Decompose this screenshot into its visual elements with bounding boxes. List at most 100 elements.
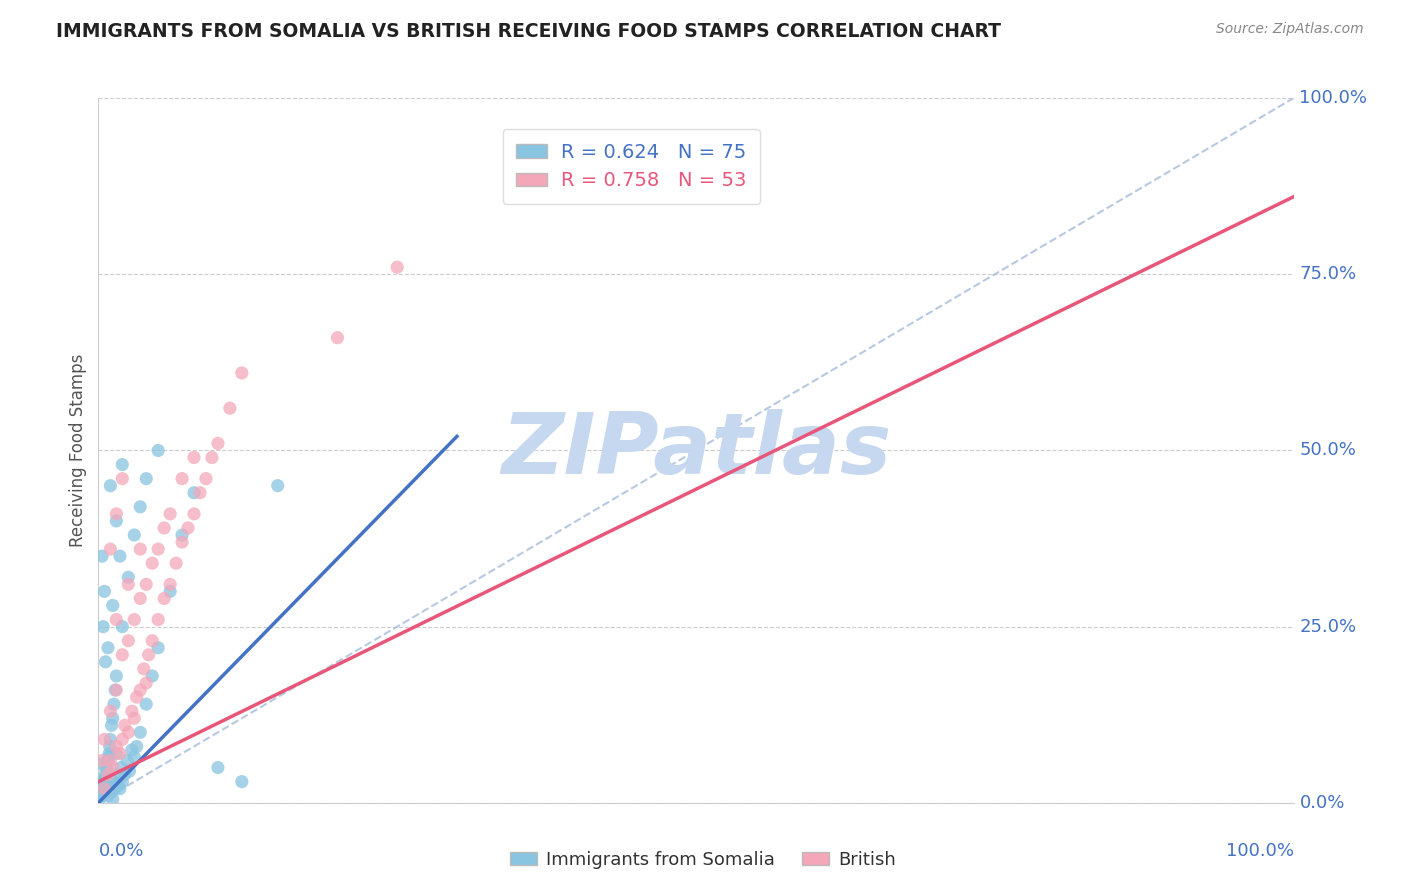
Point bbox=[115, 754, 138, 768]
Point bbox=[141, 669, 163, 683]
Point bbox=[183, 450, 205, 465]
Text: IMMIGRANTS FROM SOMALIA VS BRITISH RECEIVING FOOD STAMPS CORRELATION CHART: IMMIGRANTS FROM SOMALIA VS BRITISH RECEI… bbox=[56, 22, 1001, 41]
Point bbox=[94, 767, 117, 781]
Point bbox=[135, 697, 157, 711]
Point bbox=[111, 472, 134, 486]
Point bbox=[121, 743, 143, 757]
Point bbox=[94, 774, 117, 789]
Point bbox=[90, 785, 112, 799]
Point bbox=[132, 662, 155, 676]
Point bbox=[93, 732, 115, 747]
Point bbox=[121, 704, 143, 718]
Point bbox=[207, 436, 229, 450]
Point bbox=[94, 655, 117, 669]
Point bbox=[93, 781, 115, 796]
Point bbox=[111, 619, 134, 633]
Point bbox=[100, 785, 122, 799]
Point bbox=[93, 778, 115, 792]
Point bbox=[124, 528, 146, 542]
Point bbox=[98, 542, 122, 557]
Point bbox=[114, 767, 136, 781]
Point bbox=[97, 750, 120, 764]
Point bbox=[105, 683, 128, 698]
Point bbox=[105, 507, 128, 521]
Point bbox=[90, 789, 112, 803]
Point bbox=[98, 778, 121, 792]
Point bbox=[172, 535, 194, 549]
Point bbox=[91, 781, 114, 796]
Point bbox=[98, 478, 122, 492]
Point bbox=[96, 771, 118, 785]
Point bbox=[385, 260, 409, 275]
Point bbox=[91, 754, 114, 768]
Point bbox=[114, 718, 136, 732]
Point bbox=[89, 789, 111, 803]
Point bbox=[97, 640, 120, 655]
Point bbox=[103, 774, 125, 789]
Point bbox=[103, 697, 125, 711]
Legend: R = 0.624   N = 75, R = 0.758   N = 53: R = 0.624 N = 75, R = 0.758 N = 53 bbox=[502, 129, 759, 204]
Point bbox=[105, 514, 128, 528]
Point bbox=[98, 767, 122, 781]
Point bbox=[117, 570, 139, 584]
Point bbox=[104, 781, 127, 796]
Point bbox=[153, 591, 176, 606]
Point bbox=[108, 747, 131, 761]
Point bbox=[118, 764, 141, 778]
Point bbox=[159, 577, 181, 591]
Point bbox=[100, 718, 122, 732]
Point bbox=[101, 711, 124, 725]
Point bbox=[98, 739, 121, 754]
Point bbox=[90, 785, 112, 799]
Point bbox=[129, 542, 152, 557]
Point bbox=[177, 521, 200, 535]
Point bbox=[96, 764, 118, 778]
Point bbox=[165, 556, 187, 570]
Point bbox=[207, 760, 229, 774]
Point bbox=[125, 739, 148, 754]
Point bbox=[91, 619, 114, 633]
Point bbox=[117, 577, 139, 591]
Point bbox=[172, 472, 194, 486]
Point bbox=[110, 760, 132, 774]
Point bbox=[96, 760, 118, 774]
Point bbox=[97, 789, 120, 803]
Point bbox=[153, 521, 176, 535]
Point bbox=[141, 633, 163, 648]
Point bbox=[97, 767, 120, 781]
Point bbox=[111, 648, 134, 662]
Point bbox=[111, 774, 134, 789]
Point bbox=[98, 754, 122, 768]
Point bbox=[98, 747, 121, 761]
Text: 50.0%: 50.0% bbox=[1299, 442, 1357, 459]
Point bbox=[135, 676, 157, 690]
Point bbox=[129, 500, 152, 514]
Point bbox=[326, 331, 349, 345]
Point bbox=[117, 725, 139, 739]
Point bbox=[231, 774, 253, 789]
Point bbox=[89, 792, 111, 806]
Text: 0.0%: 0.0% bbox=[98, 841, 143, 860]
Point bbox=[129, 591, 152, 606]
Point bbox=[104, 683, 127, 698]
Point bbox=[108, 549, 131, 564]
Point bbox=[148, 542, 170, 557]
Text: 75.0%: 75.0% bbox=[1299, 265, 1357, 284]
Point bbox=[231, 366, 253, 380]
Text: 100.0%: 100.0% bbox=[1226, 841, 1294, 860]
Point bbox=[91, 785, 114, 799]
Point bbox=[201, 450, 224, 465]
Point bbox=[148, 443, 170, 458]
Y-axis label: Receiving Food Stamps: Receiving Food Stamps bbox=[69, 354, 87, 547]
Point bbox=[148, 613, 170, 627]
Point bbox=[124, 711, 146, 725]
Point bbox=[105, 669, 128, 683]
Point bbox=[93, 584, 115, 599]
Point bbox=[135, 577, 157, 591]
Point bbox=[183, 485, 205, 500]
Point bbox=[105, 739, 128, 754]
Point bbox=[108, 781, 131, 796]
Text: 100.0%: 100.0% bbox=[1299, 89, 1368, 107]
Point bbox=[124, 750, 146, 764]
Point bbox=[141, 556, 163, 570]
